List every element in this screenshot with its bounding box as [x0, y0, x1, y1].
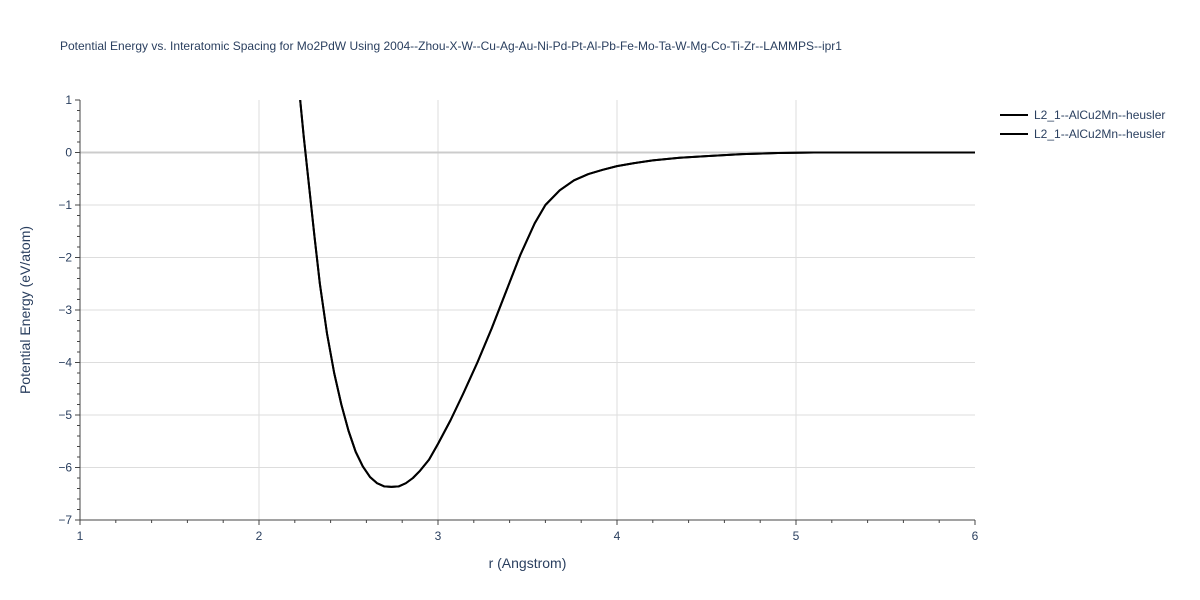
series-line-2	[299, 100, 975, 488]
x-axis-title: r (Angstrom)	[489, 555, 567, 571]
x-tick-label: 1	[77, 529, 84, 543]
y-tick-label: −7	[58, 513, 72, 527]
x-tick-label: 5	[793, 529, 800, 543]
legend: L2_1--AlCu2Mn--heusler L2_1--AlCu2Mn--heu…	[1000, 108, 1165, 141]
legend-label-2: L2_1--AlCu2Mn--heusler	[1034, 127, 1165, 141]
x-tick-label: 6	[972, 529, 979, 543]
y-tick-label: −6	[58, 461, 72, 475]
y-tick-label: −1	[58, 198, 72, 212]
y-tick-label: −4	[58, 356, 72, 370]
y-tick-label: −5	[58, 408, 72, 422]
chart-title: Potential Energy vs. Interatomic Spacing…	[60, 39, 842, 53]
plot-area	[299, 100, 975, 488]
y-tick-label: −2	[58, 251, 72, 265]
y-tick-label: 0	[65, 146, 72, 160]
legend-label-1: L2_1--AlCu2Mn--heusler	[1034, 108, 1165, 122]
y-axis-title: Potential Energy (eV/atom)	[17, 226, 33, 394]
y-tick-label: 1	[65, 93, 72, 107]
axes: 1 2 3 4 5 6 1 0 −1 −2 −3 −4 −5 −6 −7	[58, 93, 978, 543]
y-tick-label: −3	[58, 303, 72, 317]
x-tick-label: 4	[614, 529, 621, 543]
grid-lines	[80, 100, 975, 520]
x-tick-label: 2	[256, 529, 263, 543]
x-tick-label: 3	[435, 529, 442, 543]
